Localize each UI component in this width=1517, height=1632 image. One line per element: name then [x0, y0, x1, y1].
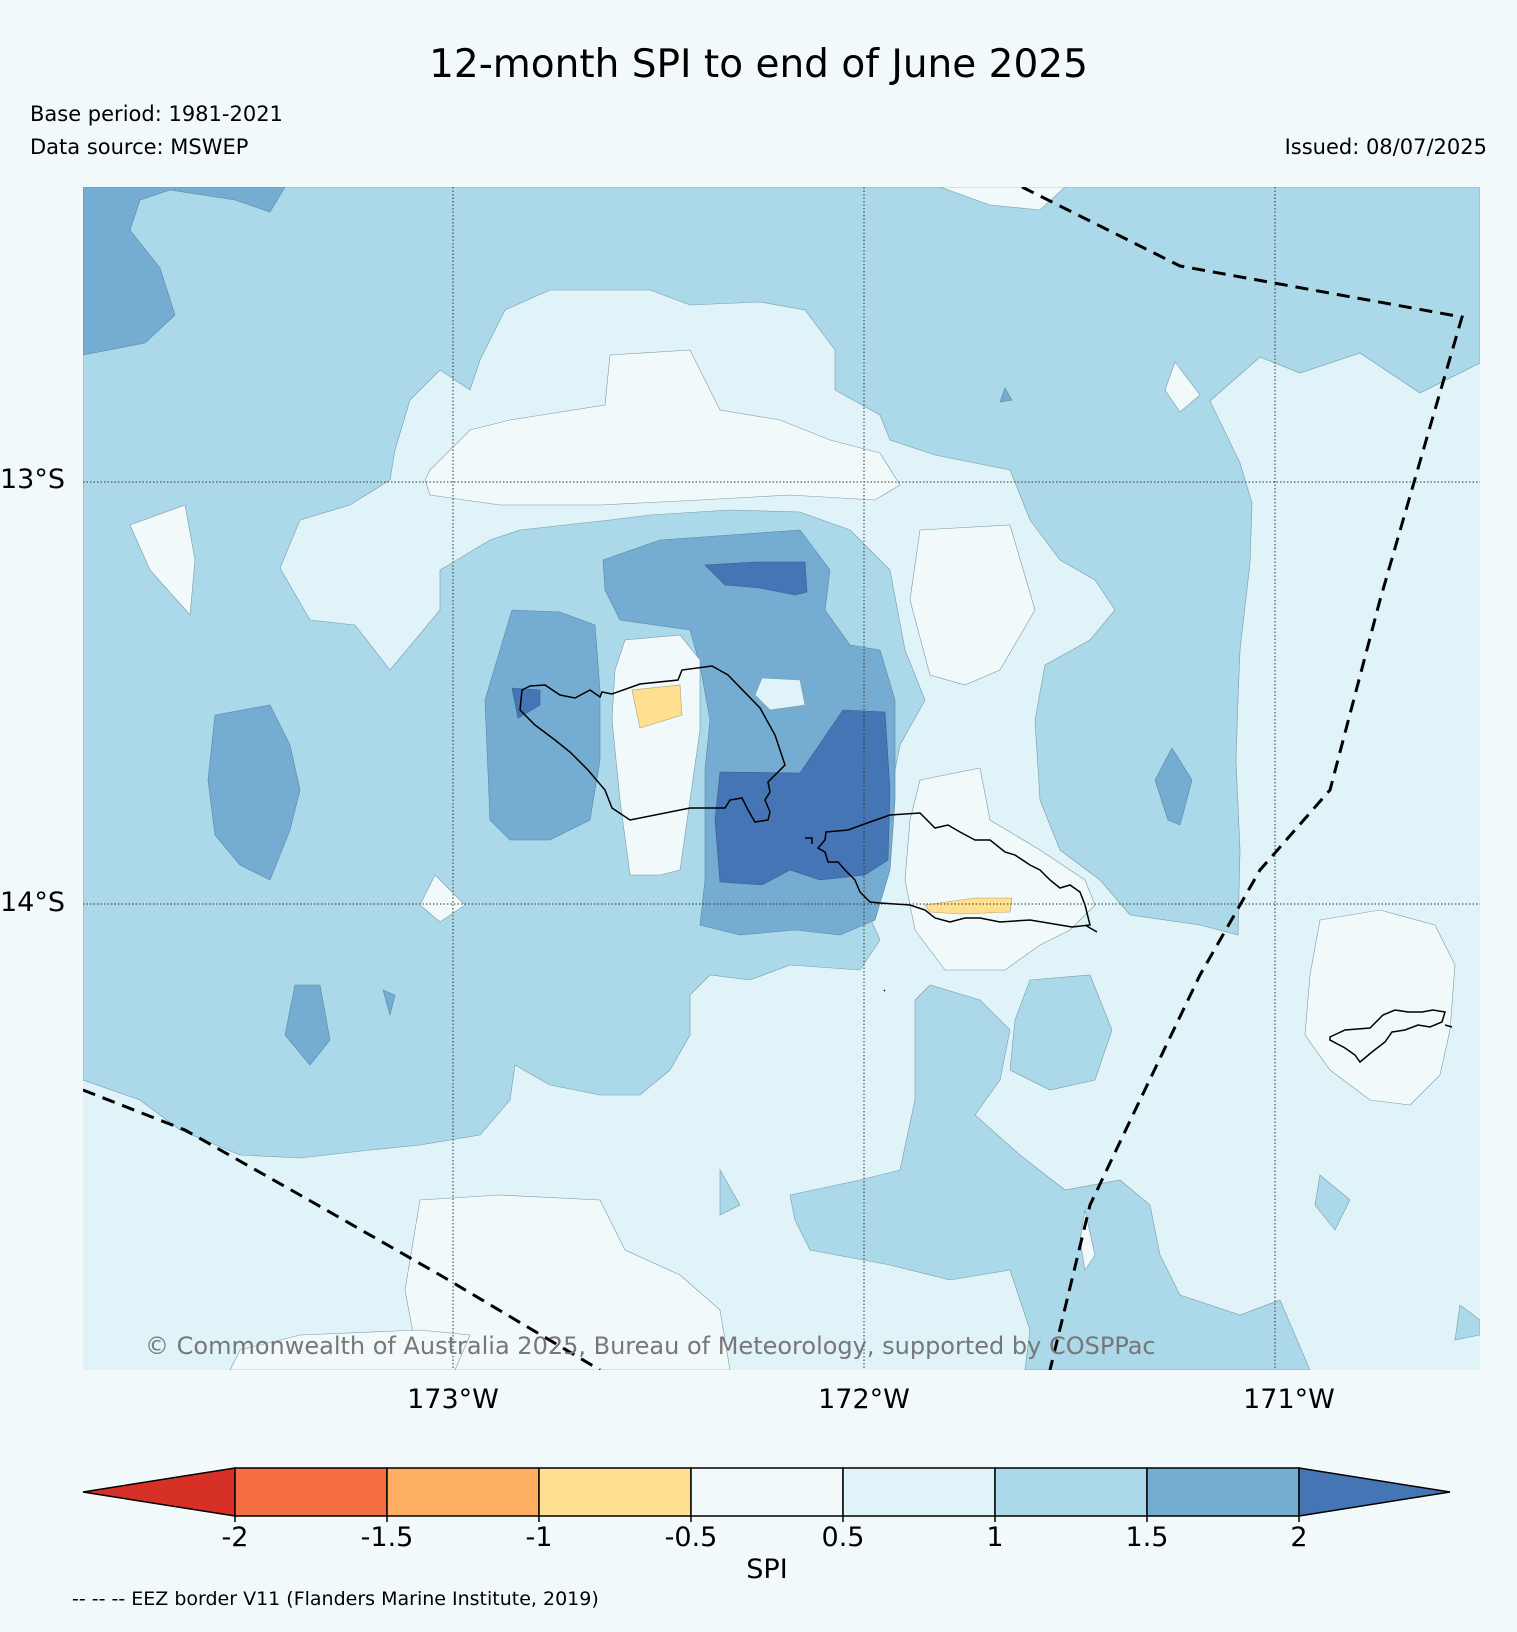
- spi-band-dry-2: [924, 897, 1013, 915]
- colorbar-segment: [538, 1467, 692, 1517]
- spi-band-1-1.5-south: [789, 984, 1311, 1370]
- spi-contours: [83, 187, 1480, 1370]
- spi-band-neutral-nw: [1164, 361, 1201, 413]
- spi-band-1.5-2-e: [1154, 747, 1193, 826]
- colorbar-extend-low: [82, 1467, 236, 1517]
- colorbar-tick-label: -1.5: [361, 1522, 414, 1553]
- colorbar-extend-high: [1298, 1467, 1451, 1517]
- colorbar-segment: [1146, 1467, 1300, 1517]
- eez-southwest: [83, 1088, 601, 1370]
- map-title: 12-month SPI to end of June 2025: [429, 42, 1088, 87]
- colorbar-tick-label: 1: [986, 1522, 1003, 1553]
- spi-band-gt2-n: [704, 561, 808, 596]
- eez-borders: [83, 187, 1464, 1370]
- coastlines: [519, 665, 1453, 1064]
- colorbar: -2 -1.5 -1 -0.5 0.5 1 1.5 2: [82, 1467, 1451, 1553]
- colorbar-tick-label: -1: [526, 1522, 553, 1553]
- eez-north: [1021, 187, 1464, 1370]
- data-source: Data source: MSWEP: [30, 135, 249, 159]
- upolu-coastline: [816, 812, 1091, 928]
- spi-band-1.5-2-sw: [284, 984, 331, 1066]
- spi-band-dry-1: [631, 684, 683, 729]
- graticule: [83, 187, 1480, 1370]
- colorbar-segment: [386, 1467, 540, 1517]
- spi-band-neutral-north: [424, 349, 901, 506]
- colorbar-segment: [234, 1467, 388, 1517]
- spi-band-neutral-ne: [939, 187, 1066, 211]
- upolu-tail: [1084, 924, 1098, 933]
- tutuila-coastline: [1329, 1009, 1446, 1064]
- spi-band-neutral-island: [904, 767, 1096, 971]
- spi-band-1.5-2-left: [484, 609, 601, 841]
- colorbar-segment: [690, 1467, 844, 1517]
- base-period: Base period: 1981-2021: [30, 102, 283, 126]
- colorbar-segment: [842, 1467, 996, 1517]
- colorbar-tick-label: 0.5: [822, 1522, 865, 1553]
- colorbar-tick-label: 2: [1290, 1522, 1307, 1553]
- colorbar-tick-label: -2: [222, 1522, 249, 1553]
- spi-band-neutral-e: [909, 524, 1036, 686]
- lon-label-171w: 171°W: [1243, 1384, 1335, 1415]
- spi-band-1-1.5-small: [1314, 1174, 1351, 1231]
- islet-dot: [883, 989, 886, 992]
- lon-label-172w: 172°W: [818, 1384, 910, 1415]
- colorbar-segment: [994, 1467, 1148, 1517]
- spi-band-1.5-2-sw2: [382, 989, 396, 1017]
- spi-band-1-1.5-blob: [1009, 974, 1113, 1091]
- savaii-coastline: [519, 665, 786, 823]
- tutuila-tip: [1444, 1024, 1453, 1028]
- spi-band-gt2-c: [714, 709, 891, 886]
- lat-label-14s: 14°S: [0, 887, 65, 918]
- spi-band-1-1.5-small2: [719, 1168, 741, 1216]
- spi-band-neutral-s: [404, 1194, 731, 1370]
- spi-band-1-1.5-edge: [1454, 1304, 1480, 1341]
- colorbar-label: SPI: [746, 1554, 787, 1585]
- manono-coastline: [805, 837, 813, 844]
- spi-band-1.5-2-w: [207, 704, 301, 881]
- colorbar-tick-label: -0.5: [665, 1522, 718, 1553]
- colorbar-tick-label: 1.5: [1126, 1522, 1169, 1553]
- spi-band-neutral-tiny: [419, 874, 466, 923]
- spi-band-neutral-bl: [229, 1329, 471, 1370]
- spi-band-1.5-2-nw: [83, 187, 286, 356]
- lon-label-173w: 173°W: [407, 1384, 499, 1415]
- lat-label-13s: 13°S: [0, 464, 65, 495]
- spi-band-neutral-se: [1304, 909, 1456, 1106]
- eez-legend-note: -- -- -- EEZ border V11 (Flanders Marine…: [72, 1588, 599, 1610]
- spi-band-1.5-2-dot: [999, 387, 1013, 403]
- spi-band-0.5-1-ring: [754, 677, 806, 711]
- copyright-text: © Commonwealth of Australia 2025, Bureau…: [145, 1332, 1156, 1360]
- spi-band-gt2-w: [511, 687, 541, 719]
- spi-band-neutral-w: [129, 504, 196, 616]
- issued-date: Issued: 08/07/2025: [1284, 135, 1487, 159]
